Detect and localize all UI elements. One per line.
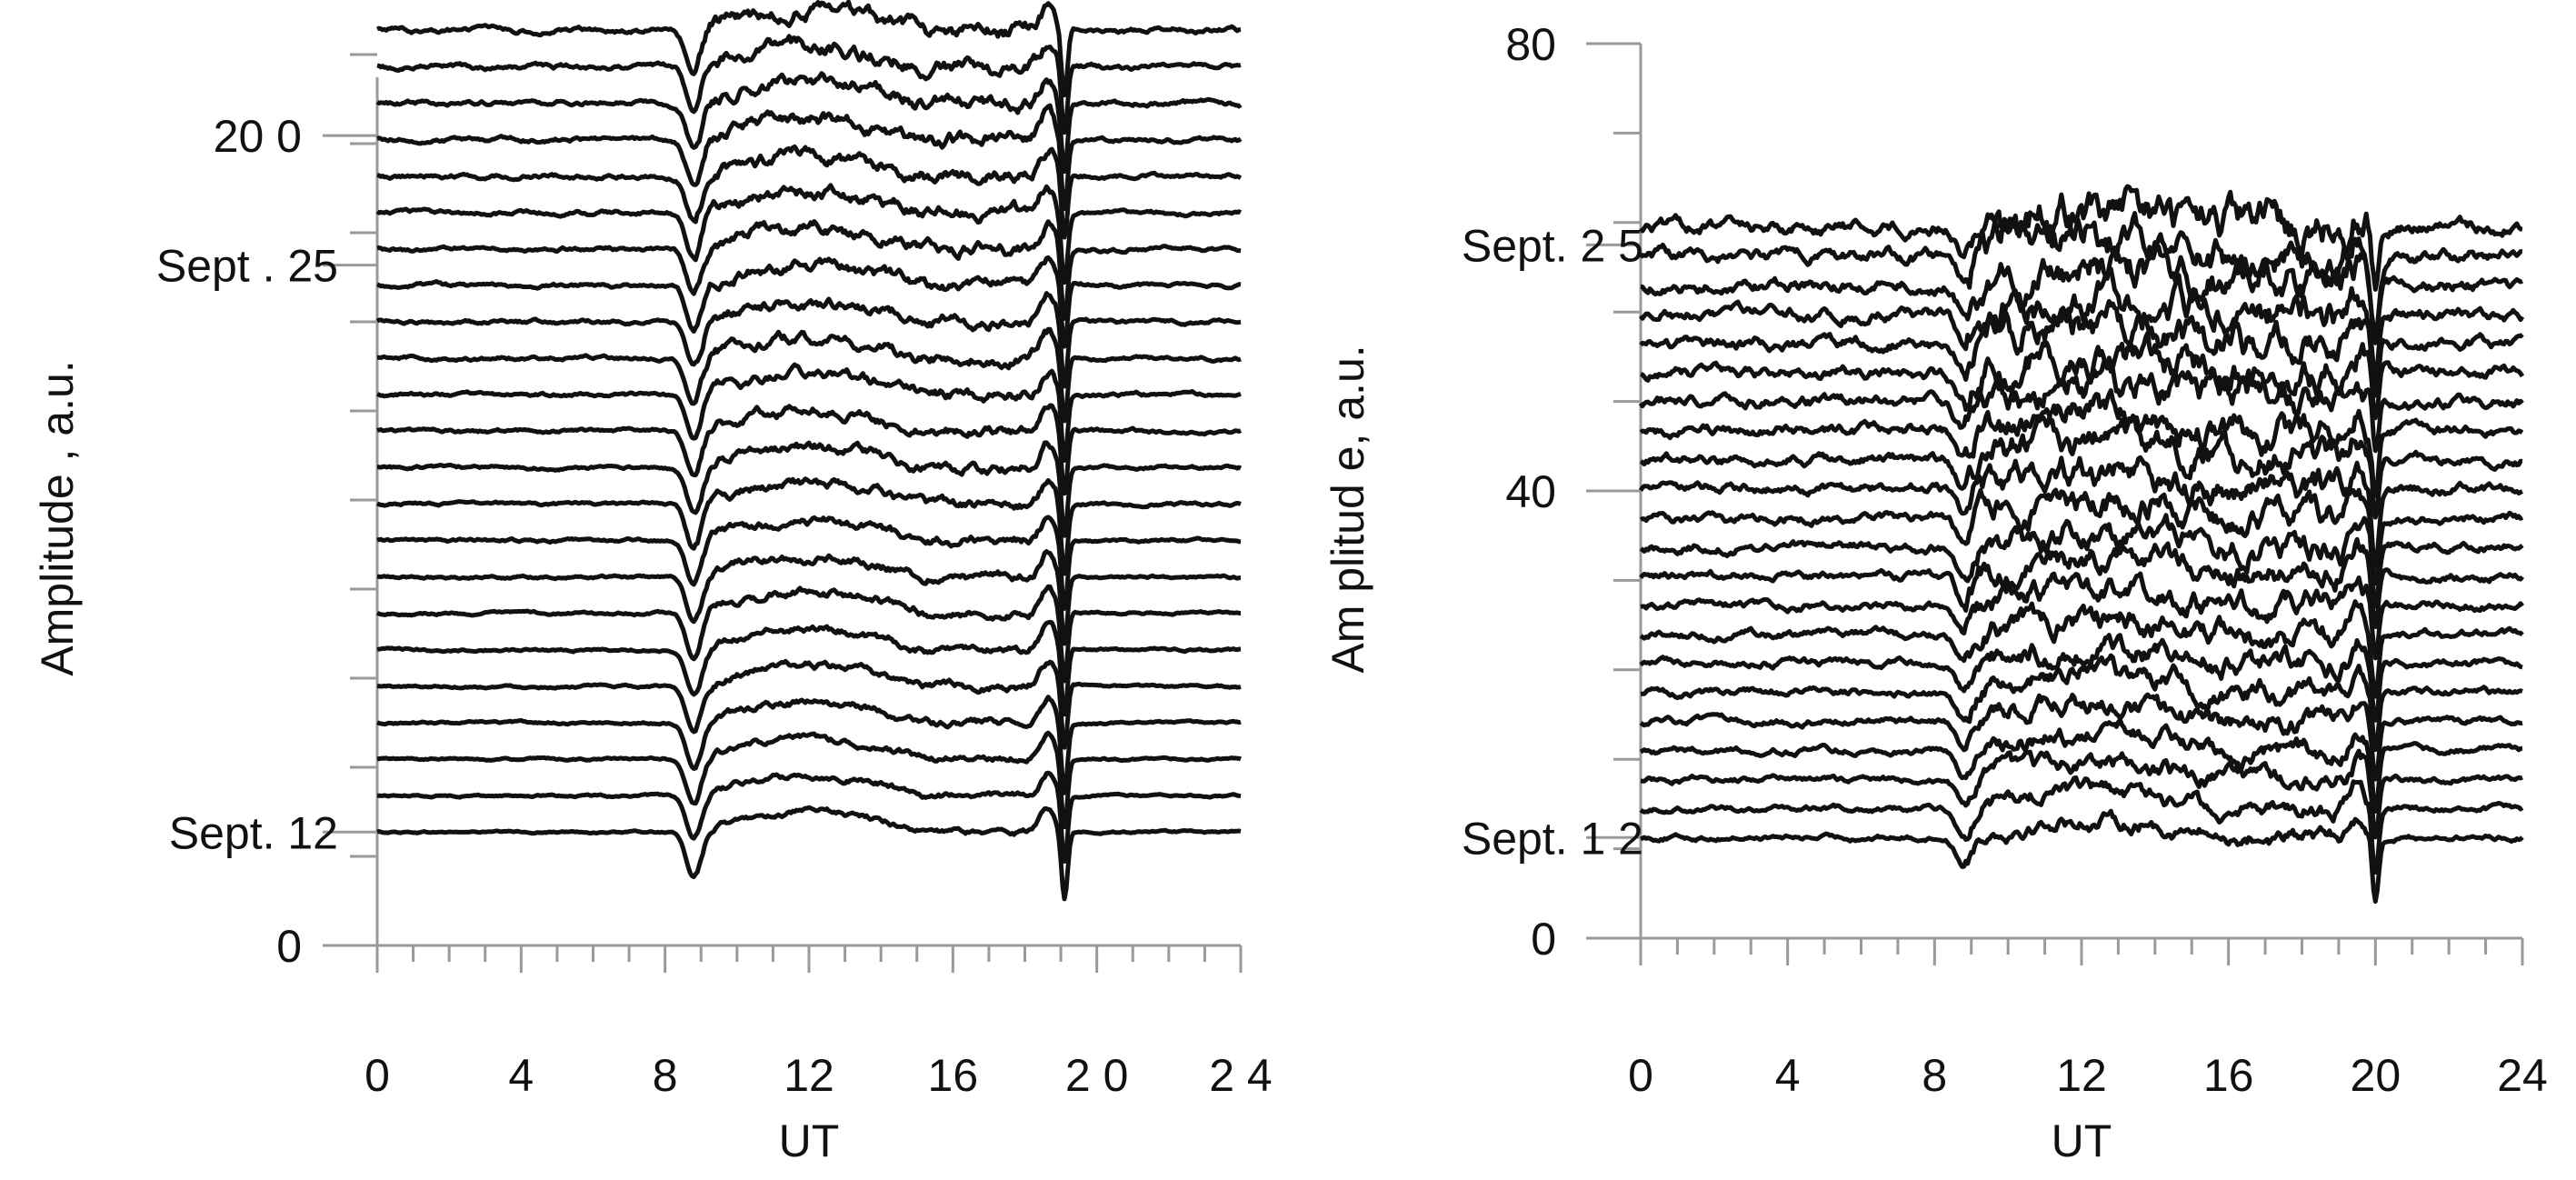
daily-trace [376, 362, 1242, 463]
y-tick-label: 20 0 [214, 111, 302, 162]
daily-trace [1639, 298, 2524, 398]
daily-trace [1638, 184, 2523, 292]
daily-trace [376, 103, 1243, 212]
daily-trace [1640, 653, 2523, 753]
x-tick-label: 8 [653, 1050, 678, 1101]
x-tick-label: 24 [2497, 1050, 2548, 1101]
daily-trace [1639, 388, 2524, 498]
daily-trace [1640, 232, 2524, 345]
x-tick-label: 12 [784, 1050, 834, 1101]
daily-trace [1638, 209, 2523, 337]
x-tick-label: 0 [1628, 1050, 1653, 1101]
daily-trace [1640, 748, 2523, 840]
x-tick-label: 4 [508, 1050, 534, 1101]
y-tick-label: 0 [1531, 914, 1556, 965]
daily-trace [376, 403, 1243, 496]
daily-trace [375, 183, 1243, 285]
right-panel: 0 4 8 12 16 20 24 0 40 80 Sept. 1 2 Sept. 2 5 UT Am p… [1323, 19, 2548, 1166]
y-axis-title: Amplitude , a.u. [32, 360, 83, 675]
daily-trace [376, 255, 1242, 349]
daily-trace [1639, 536, 2525, 629]
y-axis-title: Am plitud e, a.u. [1323, 345, 1373, 673]
day-label: Sept . 25 [156, 241, 338, 292]
daily-trace [1640, 571, 2525, 661]
x-tick-label: 16 [2203, 1050, 2254, 1101]
daily-trace [376, 695, 1242, 795]
daily-trace [376, 326, 1242, 424]
daily-trace [376, 515, 1242, 611]
daily-trace [376, 549, 1242, 646]
y-tick-label: 0 [276, 921, 302, 972]
daily-trace [1639, 599, 2524, 699]
daily-trace [376, 440, 1243, 538]
x-axis-title: UT [2052, 1115, 2112, 1166]
daily-trace [1640, 808, 2524, 905]
daily-trace [376, 219, 1242, 321]
y-tick-label: 80 [1505, 19, 1556, 70]
daily-trace [1639, 513, 2524, 609]
daily-trace [1639, 487, 2524, 586]
daily-trace [1639, 692, 2523, 782]
daily-trace [376, 730, 1242, 830]
daily-trace [1638, 266, 2525, 382]
x-axis-title: UT [779, 1115, 840, 1166]
x-tick-label: 16 [928, 1050, 979, 1101]
x-tick-label: 2 0 [1065, 1050, 1129, 1101]
x-tick-label: 4 [1775, 1050, 1801, 1101]
daily-trace [376, 584, 1242, 684]
daily-trace [376, 805, 1242, 902]
daily-trace [376, 34, 1242, 135]
daily-trace [1639, 775, 2524, 875]
daily-trace [376, 476, 1242, 576]
x-tick-label: 2 4 [1209, 1050, 1273, 1101]
daily-trace [1639, 406, 2523, 520]
daily-trace [1639, 717, 2523, 814]
x-tick-label: 20 [2351, 1050, 2401, 1101]
daily-trace [1640, 330, 2525, 421]
x-tick-label: 8 [1922, 1050, 1947, 1101]
daily-trace [376, 658, 1242, 750]
day-label: Sept. 1 2 [1462, 813, 1643, 864]
daily-trace [376, 0, 1242, 98]
x-tick-label: 12 [2056, 1050, 2107, 1101]
daily-trace [1639, 633, 2523, 723]
daily-trace [376, 770, 1242, 864]
y-tick-label: 40 [1505, 466, 1556, 517]
daily-trace [1638, 356, 2524, 454]
daily-trace [376, 619, 1242, 717]
day-label: Sept. 2 5 [1462, 220, 1643, 271]
day-label: Sept. 12 [169, 807, 338, 858]
x-tick-label: 0 [364, 1050, 390, 1101]
daily-trace [376, 144, 1243, 240]
daily-trace [1638, 455, 2523, 569]
daily-trace [375, 71, 1243, 175]
daily-trace [375, 291, 1242, 389]
